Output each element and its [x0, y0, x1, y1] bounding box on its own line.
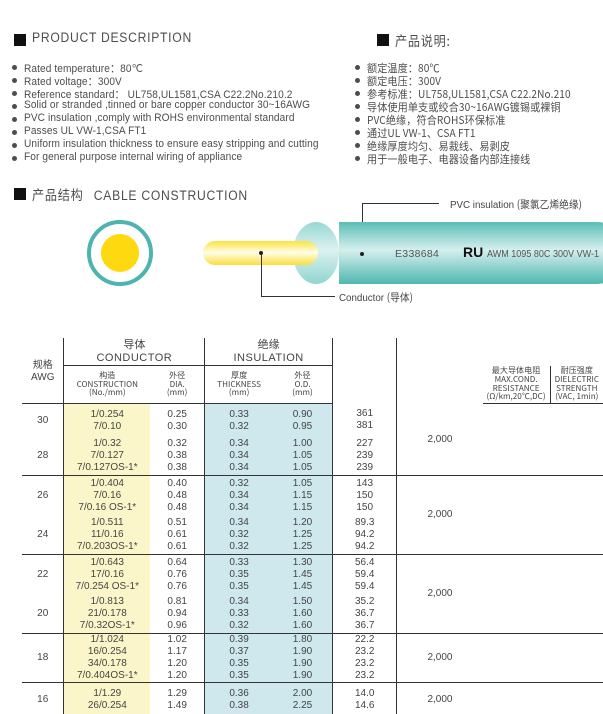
svg-text:AWM 1095 80C 300V VW-1: AWM 1095 80C 300V VW-1 — [487, 249, 599, 260]
svg-text:E338684: E338684 — [395, 248, 439, 260]
svg-text:RU: RU — [463, 244, 483, 260]
